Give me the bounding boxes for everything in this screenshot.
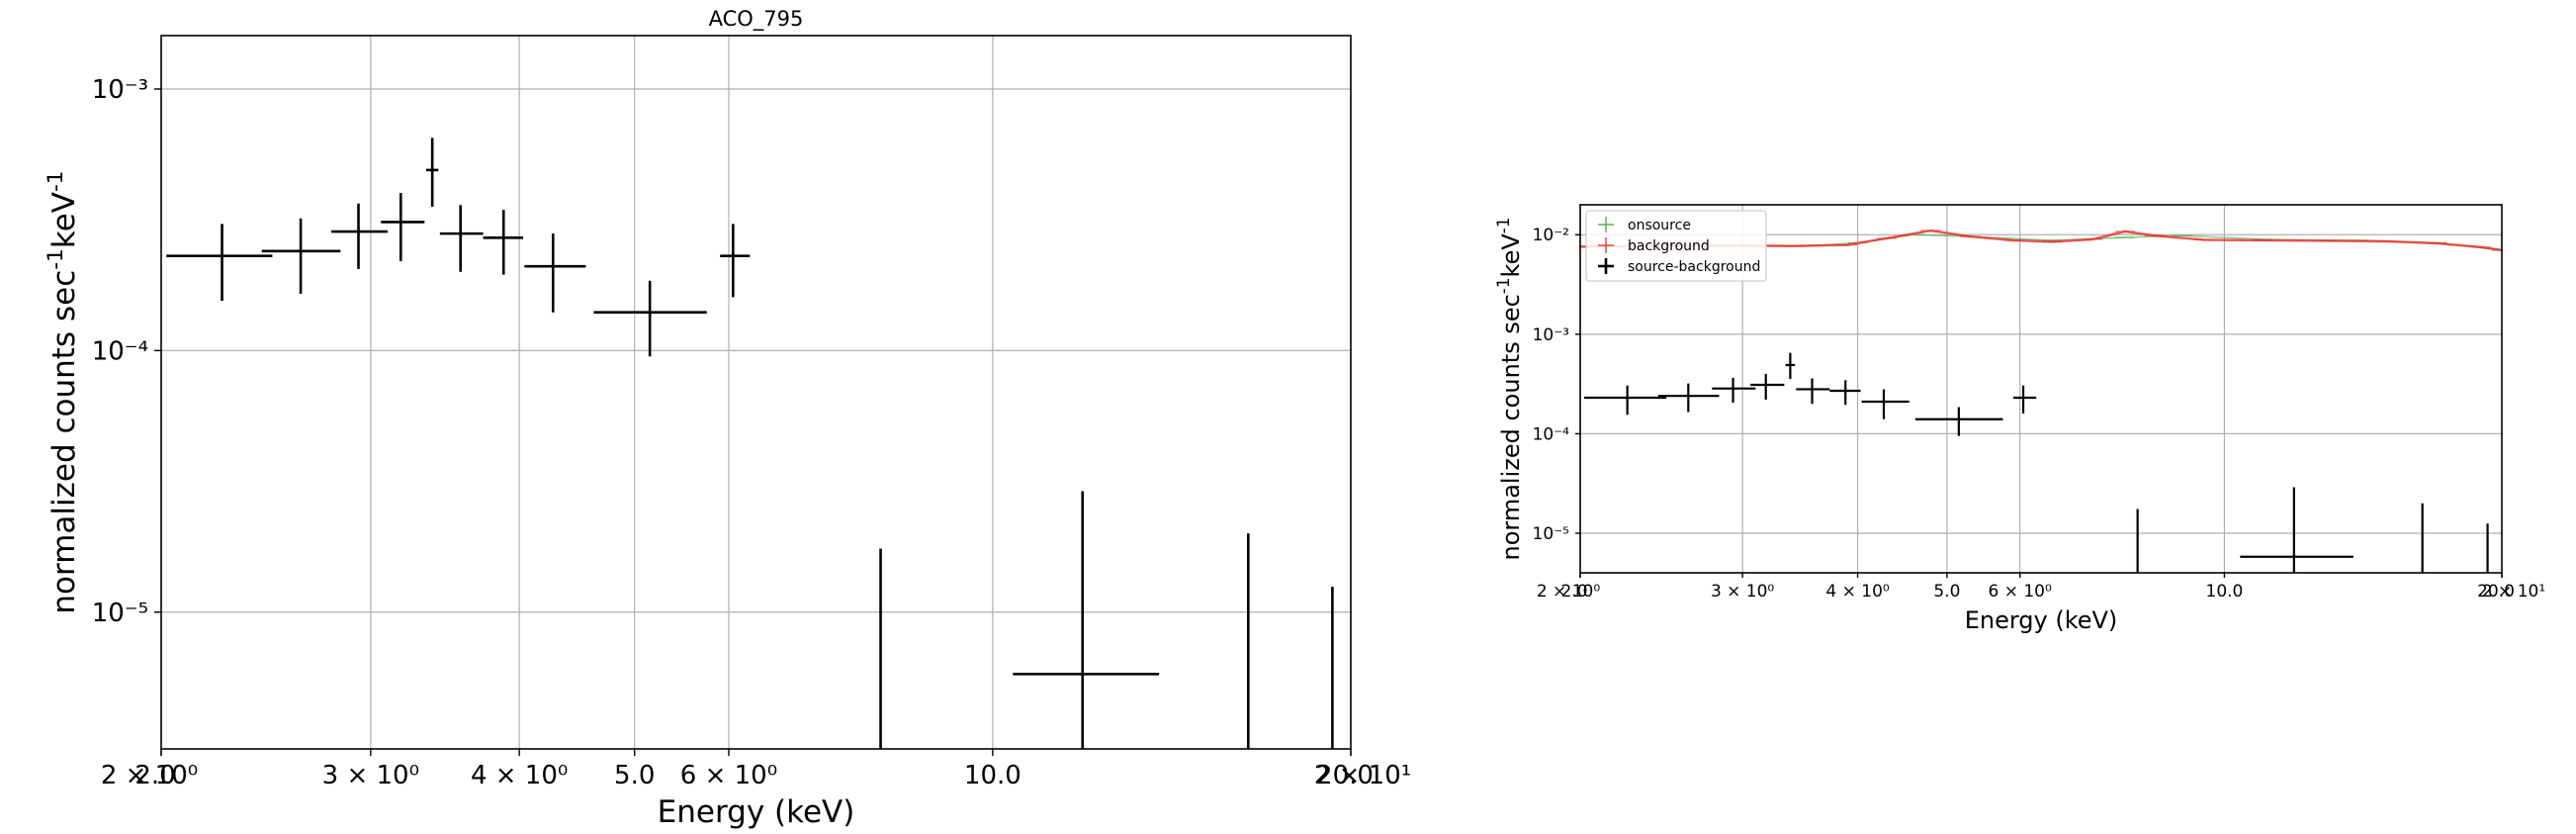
data-point — [1914, 407, 2003, 436]
y-tick-label: 10⁻⁴ — [1533, 424, 1570, 444]
data-point — [425, 138, 439, 207]
x-tick-label: 2 × 10⁰ — [1537, 582, 1600, 602]
y-tick-label: 10⁻² — [1533, 226, 1569, 245]
data-point — [261, 218, 341, 294]
data-point — [1013, 491, 1160, 749]
x-tick-label: 4 × 10⁰ — [471, 761, 568, 790]
x-tick-label: 5.0 — [1933, 582, 1960, 602]
x-tick-label: 20.0 — [1316, 761, 1374, 790]
y-axis-label: normalized counts sec-1keV-1 — [1493, 218, 1525, 561]
x-tick-label: 2.0 — [1560, 582, 1587, 602]
legend-label: onsource — [1628, 218, 1691, 233]
x-tick-label: 2 × 10⁰ — [101, 761, 198, 790]
series-source-background — [166, 138, 1334, 749]
data-point — [1829, 380, 1861, 406]
y-tick-label: 10⁻⁵ — [1533, 524, 1569, 544]
data-point — [593, 280, 707, 357]
data-point — [524, 233, 586, 313]
x-tick-label: 2 × 10¹ — [2482, 582, 2545, 602]
axes-frame — [1579, 204, 2503, 574]
x-tick-label: 3 × 10⁰ — [1711, 582, 1774, 602]
x-tick-label: 10.0 — [2206, 582, 2244, 602]
chart-title: ACO_795 — [709, 7, 804, 32]
data-point — [2240, 487, 2354, 573]
data-layer — [1580, 229, 2502, 573]
data-point — [1785, 352, 1796, 380]
x-tick-label: 2.0 — [134, 761, 175, 790]
series-source-background — [1584, 352, 2489, 573]
main-spectrum-panel: 2.02 × 10⁰ 3 × 10⁰ 4 × 10⁰ 5.0 6 × 10⁰ 10.0 20… — [44, 7, 1412, 830]
y-tick-label: 10⁻⁴ — [92, 336, 148, 366]
x-tick-label: 4 × 10⁰ — [1825, 582, 1889, 602]
x-tick-label: 10.0 — [964, 761, 1022, 790]
x-tick-label: 6 × 10⁰ — [1989, 582, 2052, 602]
data-point — [1657, 383, 1720, 413]
data-point — [720, 224, 751, 298]
data-point — [1796, 378, 1830, 405]
y-tick-label: 10⁻⁵ — [92, 599, 148, 628]
legend: onsource background source-background — [1585, 210, 1767, 282]
x-tick-label: 5.0 — [614, 761, 655, 790]
data-point — [439, 205, 484, 272]
x-tick-label: 3 × 10⁰ — [322, 761, 419, 790]
x-tick-label: 2 × 10¹ — [1314, 761, 1411, 790]
x-axis-label: Energy (keV) — [658, 794, 855, 830]
data-layer — [166, 138, 1334, 749]
legend-box — [1585, 210, 1767, 282]
axes-frame — [160, 35, 1352, 750]
x-tick-label: 6 × 10⁰ — [680, 761, 777, 790]
x-axis-label: Energy (keV) — [1965, 606, 2118, 634]
data-point — [1584, 385, 1667, 416]
data-point — [2012, 385, 2037, 414]
legend-label: background — [1628, 238, 1710, 254]
data-point — [331, 203, 388, 269]
data-point — [381, 193, 425, 261]
data-point — [1712, 377, 1756, 404]
x-tick-label: 20.0 — [2477, 582, 2515, 602]
comparison-spectrum-panel: 2.02 × 10⁰ 3 × 10⁰ 4 × 10⁰ 5.0 6 × 10⁰ 10.0 20… — [1493, 204, 2545, 634]
y-tick-label: 10⁻³ — [1533, 325, 1569, 345]
y-tick-label: 10⁻³ — [92, 75, 148, 105]
y-axis-label: normalized counts sec-1keV-1 — [44, 170, 83, 613]
data-point — [166, 224, 273, 302]
legend-label: source-background — [1628, 259, 1760, 275]
data-point — [1861, 389, 1910, 419]
data-point — [1750, 373, 1785, 400]
data-point — [483, 210, 524, 275]
